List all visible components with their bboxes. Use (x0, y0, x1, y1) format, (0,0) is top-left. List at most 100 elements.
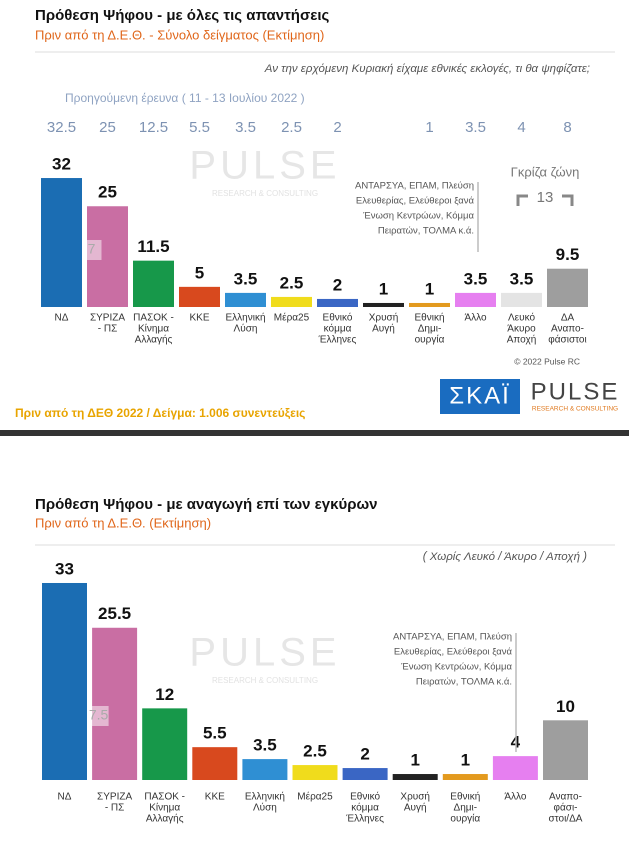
category-label: - ΠΣ (105, 803, 125, 814)
category-label: ΝΔ (55, 313, 69, 324)
category-label: ΝΔ (58, 792, 72, 803)
chart-title: Πρόθεση Ψήφου - με αναγωγή επί των εγκύρ… (35, 496, 378, 513)
category-label: Άλλο (464, 313, 487, 324)
question: ( Χωρίς Λευκό / Άκυρο / Αποχή ) (423, 551, 587, 563)
bar-note: 7 (88, 241, 96, 257)
category-label: ΣΥΡΙΖΑ (97, 792, 132, 803)
bar (442, 774, 488, 780)
bar (225, 292, 266, 307)
bar (455, 292, 496, 307)
category-label: Λύση (253, 802, 277, 814)
category-label: κόμμα (351, 802, 379, 814)
bar (41, 178, 82, 307)
category-label: - ΠΣ (98, 324, 118, 335)
category-label: Αυγή (372, 323, 395, 335)
others-note: Πειρατών, ΤΟΛΜΑ κ.ά. (416, 677, 512, 688)
bar-note-box (90, 706, 109, 726)
bar (363, 302, 404, 307)
watermark-sub: RESEARCH & CONSULTING (212, 189, 318, 198)
watermark: PULSE (189, 631, 340, 675)
previous-value: 5.5 (189, 119, 210, 136)
bar (342, 768, 388, 780)
chart-title: Πρόθεση Ψήφου - με όλες τις απαντήσεις (35, 7, 329, 24)
value-label: 2.5 (280, 273, 304, 292)
value-label: 3.5 (464, 269, 488, 288)
category-label: Έλληνες (345, 814, 384, 825)
category-label: ΣΥΡΙΖΑ (90, 313, 125, 324)
watermark-sub: RESEARCH & CONSULTING (212, 676, 318, 685)
category-label: Αυγή (404, 802, 427, 814)
value-label: 11.5 (137, 237, 169, 256)
channel-name: ΣΚΑΪ (449, 382, 511, 409)
category-label: ΔΑ (561, 313, 575, 324)
others-note: Ένωση Κεντρώων, Κόμμα (400, 662, 512, 673)
bar-note-box (83, 240, 102, 260)
value-label: 32 (52, 155, 71, 174)
bar (271, 296, 312, 307)
category-label: Ελληνική (245, 791, 285, 803)
previous-value: 32.5 (47, 119, 76, 136)
others-note: ΑΝΤΑΡΣΥΑ, ΕΠΑΜ, Πλεύση (393, 632, 512, 643)
bar (142, 708, 188, 780)
category-label: Εθνικό (323, 312, 353, 324)
category-label: Άκυρο (507, 324, 536, 335)
category-label: ΠΑΣΟΚ - (144, 792, 185, 803)
bar (192, 747, 238, 780)
chart-subtitle: Πριν από τη Δ.Ε.Θ. - Σύνολο δείγματος (Ε… (35, 27, 324, 42)
pulse-logo: PULSE (531, 378, 620, 405)
previous-value: 4 (517, 119, 525, 136)
category-label: ουργία (415, 334, 445, 346)
category-label: Δημι- (454, 803, 478, 814)
category-label: Μέρα25 (274, 312, 310, 324)
category-label: Λύση (234, 323, 258, 335)
category-label: Κίνημα (138, 323, 169, 335)
previous-value: 2.5 (281, 119, 302, 136)
value-label: 10 (556, 697, 575, 716)
category-label: Αλλαγής (135, 334, 173, 346)
value-label: 1 (379, 279, 388, 298)
category-label: ΠΑΣΟΚ - (133, 313, 174, 324)
others-note: Ελευθερίας, Ελεύθεροι ξανά (356, 196, 475, 207)
bar (501, 292, 542, 307)
category-label: στοι/ΔΑ (549, 814, 583, 825)
previous-value: 2 (333, 119, 341, 136)
bar (392, 774, 438, 780)
previous-value: 3.5 (235, 119, 256, 136)
bar (543, 720, 588, 780)
channel-logo (440, 379, 520, 414)
category-label: Δημι- (418, 324, 442, 335)
copyright: © 2022 Pulse RC (514, 356, 580, 366)
category-label: Χρυσή (400, 791, 430, 803)
others-note: Πειρατών, ΤΟΛΜΑ κ.ά. (378, 226, 474, 237)
previous-value: 3.5 (465, 119, 486, 136)
value-label: 2.5 (303, 742, 327, 761)
category-label: Αναπο- (551, 324, 584, 335)
gray-zone-bracket (516, 194, 574, 206)
value-label: 1 (425, 279, 434, 298)
category-label: φάσιστοι (548, 334, 586, 346)
category-label: φάσι- (554, 802, 578, 814)
category-label: Μέρα25 (297, 791, 333, 803)
category-label: Εθνική (450, 791, 480, 803)
category-label: Άλλο (504, 792, 527, 803)
value-label: 9.5 (556, 245, 580, 264)
bar (547, 268, 588, 307)
bar (317, 298, 358, 307)
value-label: 3.5 (510, 269, 534, 288)
others-note: Ένωση Κεντρώων, Κόμμα (362, 211, 474, 222)
value-label: 25.5 (98, 604, 131, 623)
category-label: Εθνική (414, 312, 444, 324)
separator (0, 430, 629, 436)
category-label: Χρυσή (369, 312, 399, 324)
watermark: PULSE (189, 144, 340, 188)
category-label: κόμμα (324, 323, 352, 335)
category-label: Αλλαγής (146, 813, 184, 825)
value-label: 2 (360, 745, 369, 764)
previous-value: 12.5 (139, 119, 168, 136)
bar (409, 302, 450, 307)
bar (292, 765, 338, 780)
gray-zone-value: 13 (537, 189, 554, 206)
question: Αν την ερχόμενη Κυριακή είχαμε εθνικές ε… (264, 63, 590, 75)
category-label: ουργία (450, 813, 480, 825)
